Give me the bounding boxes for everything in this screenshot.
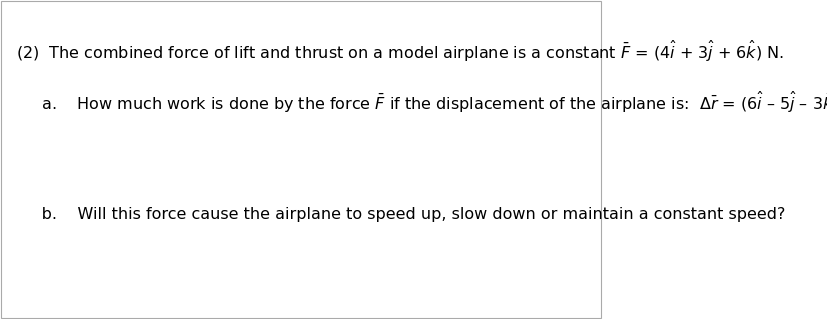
Text: b.    Will this force cause the airplane to speed up, slow down or maintain a co: b. Will this force cause the airplane to… <box>17 207 785 222</box>
Text: (2)  The combined force of lift and thrust on a model airplane is a constant $\b: (2) The combined force of lift and thrus… <box>17 39 783 64</box>
Text: a.    How much work is done by the force $\bar{F}$ if the displacement of the ai: a. How much work is done by the force $\… <box>17 90 827 115</box>
